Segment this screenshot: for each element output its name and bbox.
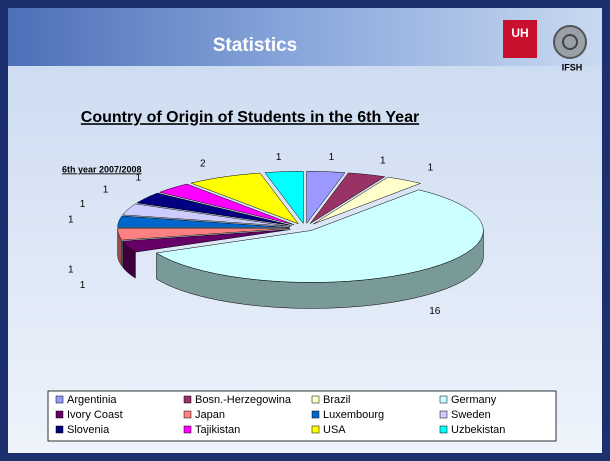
legend-label: Slovenia <box>67 424 110 436</box>
value-label: 2 <box>200 158 206 169</box>
value-label: 1 <box>80 280 86 291</box>
slice <box>190 172 300 225</box>
legend-label: Japan <box>195 409 225 421</box>
legend-label: Argentinia <box>67 394 117 406</box>
chart-title: Country of Origin of Students in the 6th… <box>81 109 419 126</box>
legend-label: Germany <box>451 394 497 406</box>
logo-uh-text: UH <box>511 26 528 40</box>
legend-label: Sweden <box>451 409 491 421</box>
chart-subtitle: 6th year 2007/2008 <box>62 164 142 174</box>
value-label: 16 <box>429 306 441 317</box>
legend-label: Tajikistan <box>195 424 240 436</box>
logo-ifsh <box>553 25 587 59</box>
legend-label: Ivory Coast <box>67 409 123 421</box>
slice <box>122 203 291 227</box>
value-label: 1 <box>428 162 434 173</box>
legend <box>47 390 557 442</box>
legend-swatch <box>55 410 64 419</box>
legend-swatch <box>55 425 64 434</box>
legend-swatch <box>439 410 448 419</box>
legend-swatch <box>55 395 64 404</box>
value-label: 1 <box>276 152 282 163</box>
slice <box>306 171 346 225</box>
slice <box>313 176 422 225</box>
value-label: 1 <box>136 172 142 183</box>
legend-swatch <box>183 425 192 434</box>
legend-label: Luxembourg <box>323 409 384 421</box>
legend-swatch <box>311 395 320 404</box>
slice <box>155 189 484 283</box>
value-label: 1 <box>68 215 74 226</box>
legend-label: Uzbekistan <box>451 424 505 436</box>
slice <box>264 171 304 225</box>
value-label: 1 <box>329 152 335 163</box>
value-label: 1 <box>103 185 109 196</box>
slice <box>158 183 295 225</box>
legend-swatch <box>439 395 448 404</box>
slice <box>117 228 290 241</box>
slide-body <box>8 8 602 453</box>
legend-swatch <box>439 425 448 434</box>
legend-label: USA <box>323 424 346 436</box>
legend-swatch <box>311 425 320 434</box>
legend-swatch <box>311 410 320 419</box>
logo-uh <box>503 20 537 58</box>
value-label: 1 <box>80 199 86 210</box>
slice <box>309 172 386 224</box>
legend-label: Brazil <box>323 394 351 406</box>
legend-swatch <box>183 395 192 404</box>
value-label: 1 <box>380 155 386 166</box>
logo-ifsh-text: IFSH <box>562 62 583 72</box>
value-label: 1 <box>68 265 74 276</box>
slide-title: Statistics <box>213 35 297 56</box>
logo-ifsh-ring <box>562 34 578 50</box>
slice <box>117 215 290 228</box>
slice <box>122 229 291 253</box>
legend-swatch <box>183 410 192 419</box>
legend-label: Bosn.-Herzegowina <box>195 394 292 406</box>
slice <box>136 192 292 226</box>
